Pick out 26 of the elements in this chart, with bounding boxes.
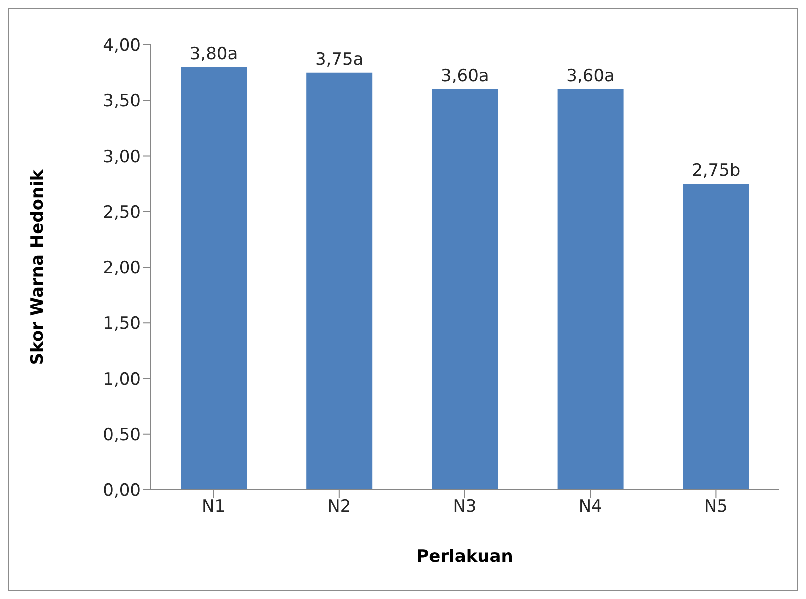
x-tick-label: N5: [704, 497, 728, 518]
x-tick-label: N3: [453, 497, 477, 518]
x-axis-title: Perlakuan: [416, 547, 514, 567]
y-tick-label: 1,00: [103, 370, 141, 390]
y-tick-label: 0,00: [103, 481, 141, 502]
data-label: 3,60a: [566, 66, 615, 86]
y-tick-label: 3,00: [103, 147, 141, 168]
data-label: 3,60a: [441, 66, 490, 86]
data-label: 3,80a: [190, 44, 238, 64]
bar: [432, 90, 498, 490]
data-label: 3,75a: [315, 50, 364, 70]
y-tick-label: 4,00: [103, 36, 141, 56]
bar: [683, 184, 750, 490]
bar: [306, 72, 373, 490]
y-tick-label: 2,00: [103, 258, 141, 279]
y-tick-label: 1,50: [103, 314, 141, 334]
y-tick-label: 2,50: [103, 202, 141, 223]
x-tick-label: N1: [202, 497, 226, 518]
bar: [558, 90, 624, 490]
y-tick-label: 0,50: [103, 425, 141, 446]
data-label: 2,75b: [692, 161, 741, 182]
bar: [181, 67, 247, 490]
y-axis-title: Skor Warna Hedonik: [28, 169, 48, 366]
x-tick-label: N4: [578, 497, 602, 518]
x-tick-label: N2: [328, 497, 352, 518]
y-tick-label: 3,50: [103, 92, 141, 112]
